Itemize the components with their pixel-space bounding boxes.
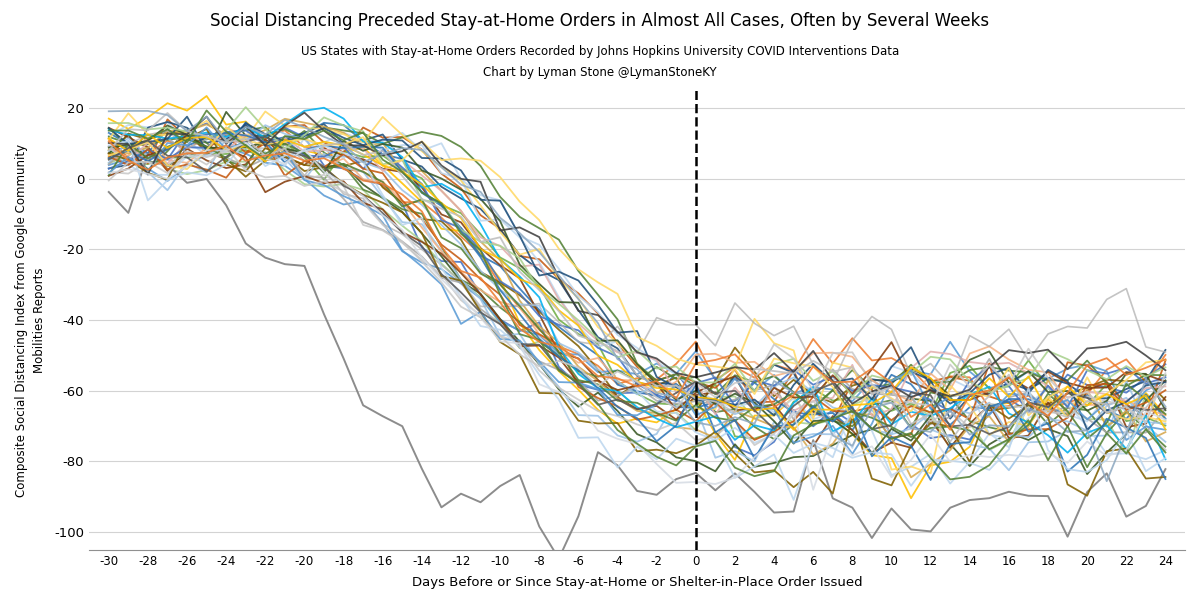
- Text: US States with Stay-at-Home Orders Recorded by Johns Hopkins University COVID In: US States with Stay-at-Home Orders Recor…: [301, 45, 899, 59]
- Text: Chart by Lyman Stone @LymanStoneKY: Chart by Lyman Stone @LymanStoneKY: [484, 66, 716, 80]
- Y-axis label: Composite Social Distancing Index from Google Community
Mobilities Reports: Composite Social Distancing Index from G…: [14, 144, 46, 496]
- X-axis label: Days Before or Since Stay-at-Home or Shelter-in-Place Order Issued: Days Before or Since Stay-at-Home or She…: [412, 576, 863, 589]
- Text: Social Distancing Preceded Stay-at-Home Orders in Almost All Cases, Often by Sev: Social Distancing Preceded Stay-at-Home …: [210, 12, 990, 30]
